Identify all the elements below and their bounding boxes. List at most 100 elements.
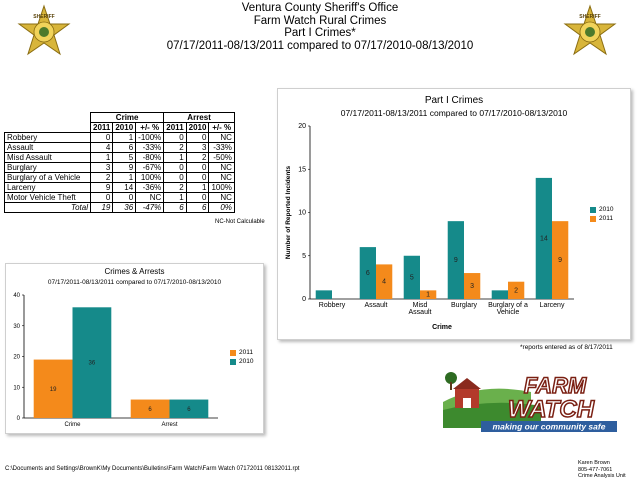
- x-category-label: Larceny: [540, 302, 565, 309]
- table-cell-a2011: 0: [163, 132, 187, 143]
- small-legend: 2011 2010: [230, 348, 253, 366]
- legend-label-2011: 2011: [599, 215, 613, 222]
- bar-value-label: 6: [366, 270, 370, 277]
- table-row-label: Robbery: [4, 132, 91, 143]
- small-legend-label-2011: 2011: [239, 349, 253, 356]
- table-cell-c2011: 4: [89, 142, 114, 153]
- table-cell-a2011: 1: [163, 152, 187, 163]
- col-arrest-2011: 2011: [163, 122, 187, 133]
- bar-2011-0: [33, 359, 73, 418]
- small-chart-title: Crimes & Arrests: [104, 267, 165, 276]
- contact-name: Karen Brown: [578, 460, 610, 466]
- table-cell-a2011: 6: [163, 202, 187, 213]
- crimes-arrests-plot: 0 10 20 30 40 19 36 Crime 6 6 Arrest: [13, 293, 218, 428]
- table-cell-cpct: 100%: [135, 172, 165, 183]
- x-category-label: Assault: [409, 309, 432, 316]
- table-total-row: Total 19 36 -47% 6 6 0%: [4, 202, 235, 213]
- col-crime-2010: 2010: [112, 122, 137, 133]
- contact-info: Karen Brown 805-477-7061 Crime Analysis …: [578, 460, 626, 480]
- sheriff-badge-right-icon: SHERIFF: [563, 4, 617, 56]
- bar-2011-1: [376, 264, 393, 299]
- crimes-arrests-chart: Crimes & Arrests 07/17/2011-08/13/2011 c…: [5, 263, 264, 434]
- header-program: Farm Watch Rural Crimes: [253, 14, 387, 27]
- y-tick-label: 40: [13, 293, 20, 299]
- y-tick-label: 10: [298, 210, 306, 217]
- table-group-crime: Crime: [89, 112, 165, 123]
- bar-value-label: 14: [540, 235, 548, 242]
- small-legend-swatch-2010: [230, 358, 236, 365]
- table-cell-c2010: 14: [112, 182, 137, 193]
- y-tick-label: 20: [13, 355, 20, 361]
- table-row: Burglary 3 9 -67% 0 0 NC: [4, 162, 235, 173]
- logo-tagline: making our community safe: [493, 422, 606, 432]
- main-legend: 2010 2011: [590, 205, 613, 223]
- table-row: Robbery 0 1 -100% 0 0 NC: [4, 132, 235, 143]
- bar-value-label: 1: [426, 292, 430, 299]
- logo-watch-text: WATCH: [508, 396, 595, 423]
- y-tick-label: 15: [298, 166, 306, 173]
- small-legend-swatch-2011: [230, 349, 236, 356]
- x-category-label: Assault: [365, 302, 388, 309]
- crime-arrest-table: Crime Arrest 2011 2010 +/- % 2011 2010 +…: [4, 112, 235, 213]
- y-tick-label: 20: [298, 123, 306, 130]
- table-row-label: Total: [4, 202, 91, 213]
- bar-2011-4: [508, 281, 525, 299]
- bar-value-label: 3: [470, 283, 474, 290]
- table-row: Misd Assault 1 5 -80% 1 2 -50%: [4, 152, 235, 163]
- table-cell-a2010: 1: [185, 182, 210, 193]
- bar-value-label: 9: [454, 257, 458, 264]
- bar-2010-0: [315, 290, 332, 299]
- table-cell-apct: NC: [208, 192, 235, 203]
- table-cell-c2011: 3: [89, 162, 114, 173]
- farm-watch-logo: FARM WATCH making our community safe: [441, 358, 621, 436]
- table-cell-apct: -33%: [208, 142, 235, 153]
- table-cell-a2010: 0: [185, 172, 210, 183]
- y-tick-label: 10: [13, 385, 20, 391]
- bar-2010-1: [169, 399, 209, 418]
- y-tick-label: 0: [302, 296, 306, 303]
- x-category-label: Crime: [65, 422, 82, 428]
- legend-swatch-2011: [590, 215, 596, 222]
- table-cell-cpct: -67%: [135, 162, 165, 173]
- small-chart-subtitle: 07/17/2011-08/13/2011 compared to 07/17/…: [47, 279, 222, 286]
- legend-label-2010: 2010: [599, 206, 614, 213]
- bar-2010-4: [491, 290, 508, 299]
- table-cell-c2010: 9: [112, 162, 137, 173]
- bar-2011-3: [464, 273, 481, 299]
- table-cell-c2011: 19: [89, 202, 114, 213]
- report-file-path: C:\Documents and Settings\BrownK\My Docu…: [5, 466, 300, 472]
- x-category-label: Burglary: [451, 302, 478, 309]
- table-cell-a2010: 2: [185, 152, 210, 163]
- bar-value-label: 4: [382, 279, 386, 286]
- table-cell-apct: -50%: [208, 152, 235, 163]
- y-tick-label: 0: [17, 416, 21, 422]
- table-row-label: Larceny: [4, 182, 91, 193]
- table-cell-a2010: 6: [185, 202, 210, 213]
- x-category-label: Burglary of a: [488, 302, 528, 309]
- part-one-crimes-chart: Part I Crimes 07/17/2011-08/13/2011 comp…: [277, 88, 631, 340]
- table-cell-c2010: 1: [112, 132, 137, 143]
- part-one-crimes-plot: 05101520Robbery64Assault51MisdAssault93B…: [285, 123, 574, 331]
- x-category-label: Robbery: [319, 302, 346, 309]
- bar-2010-0: [72, 307, 112, 418]
- small-legend-item-2010: 2010: [230, 357, 253, 366]
- table-cell-c2010: 1: [112, 172, 137, 183]
- nc-note: NC-Not Calculable: [215, 219, 265, 225]
- table-group-arrest: Arrest: [163, 112, 235, 123]
- logo-farm-text: FARM: [524, 373, 587, 398]
- table-cell-cpct: NC: [135, 192, 165, 203]
- bar-2010-2: [403, 255, 420, 299]
- x-category-label: Arrest: [161, 422, 177, 428]
- bar-value-label: 9: [558, 257, 562, 264]
- col-crime-2011: 2011: [89, 122, 114, 133]
- col-crime-pct: +/- %: [135, 122, 165, 133]
- table-row: Larceny 9 14 -36% 2 1 100%: [4, 182, 235, 193]
- y-axis-title: Number of Reported Incidents: [285, 166, 292, 260]
- chart-title: Part I Crimes: [424, 95, 484, 106]
- bar-value-label: 36: [89, 361, 96, 367]
- col-arrest-pct: +/- %: [208, 122, 235, 133]
- bar-value-label: 5: [410, 274, 414, 281]
- table-cell-cpct: -100%: [135, 132, 165, 143]
- table-cell-apct: NC: [208, 132, 235, 143]
- table-cell-cpct: -47%: [135, 202, 165, 213]
